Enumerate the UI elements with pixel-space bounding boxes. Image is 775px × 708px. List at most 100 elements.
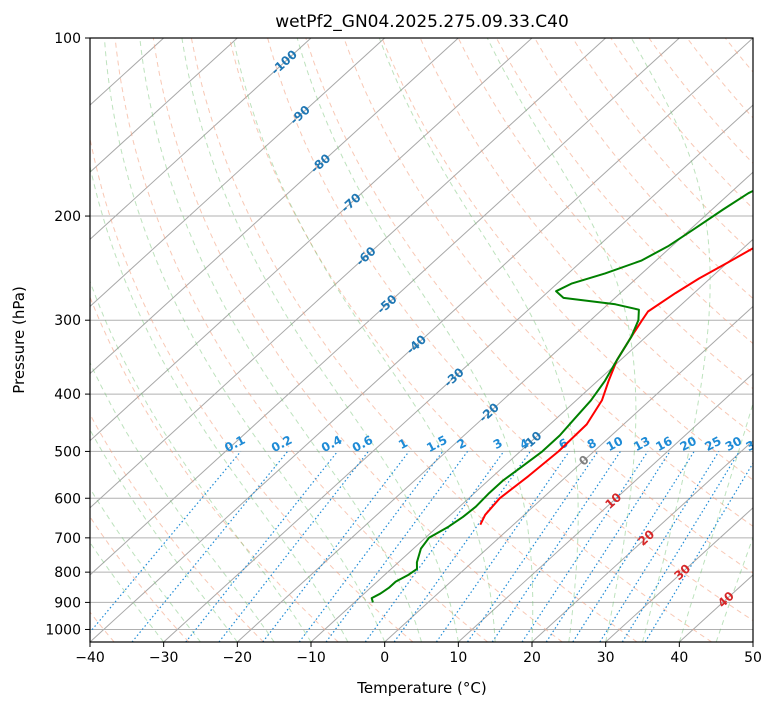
mixing-ratio-line [644, 462, 753, 642]
isobar-lines [90, 38, 753, 630]
dry-adiabat-line [90, 413, 264, 642]
isotherm-line [752, 641, 753, 642]
isotherm-line [236, 171, 753, 642]
mixing-ratio-label: 16 [653, 434, 674, 454]
mixing-ratio-lines [90, 451, 753, 642]
mixing-ratio-line [325, 451, 469, 642]
isotherm-line [163, 104, 753, 642]
dry-adiabat-line [686, 38, 753, 119]
isotherm-line [90, 38, 238, 173]
temperature-line [479, 247, 753, 526]
profile-series [370, 189, 753, 603]
mixing-ratio-line [435, 451, 570, 642]
x-tick-label: 10 [449, 650, 467, 666]
y-tick-label: 900 [54, 595, 81, 611]
moist-adiabat-line [103, 38, 386, 642]
mixing-ratio-line [545, 451, 671, 642]
mixing-ratio-line [393, 451, 531, 642]
isotherm-line [90, 38, 533, 442]
mixing-ratio-line [467, 451, 599, 642]
x-axis-label: Temperature (°C) [356, 679, 486, 697]
mixing-ratio-label: 36 [744, 434, 765, 454]
dry-adiabat-line [90, 135, 414, 642]
mixing-ratio-line [364, 451, 505, 642]
mixing-ratio-label: 8 [585, 436, 599, 452]
dry-adiabat-lines [90, 38, 753, 642]
y-tick-label: 500 [54, 444, 81, 460]
mixing-ratio-line [90, 451, 242, 634]
isotherm-lines [90, 38, 753, 642]
dry-adiabat-line [610, 38, 753, 210]
moist-adiabat-line [486, 38, 637, 642]
dry-adiabat-line [90, 295, 339, 642]
isotherm-line [90, 38, 753, 642]
dry-adiabat-line [229, 38, 712, 642]
moist-adiabat-line [678, 401, 753, 642]
dry-adiabat-line [343, 38, 753, 527]
moist-adiabat-line [90, 361, 275, 642]
mixing-ratio-label: 13 [631, 434, 652, 454]
moist-adiabat-line [90, 428, 238, 642]
isotherm-line [90, 38, 680, 576]
y-tick-label: 1000 [45, 622, 81, 638]
isotherm-line [457, 372, 753, 642]
mixing-ratio-line [572, 451, 695, 642]
x-tick-label: −30 [149, 650, 179, 666]
x-tick-label: 50 [744, 650, 762, 666]
dry-adiabat-line [267, 38, 753, 622]
x-axis: −40 −30 −20 −10 0 10 20 30 40 50 [75, 642, 762, 666]
moist-adiabat-line [232, 38, 496, 642]
isotherm-line [90, 38, 459, 375]
mixing-ratio-line [491, 451, 621, 642]
x-tick-label: −20 [223, 650, 253, 666]
y-tick-label: 800 [54, 565, 81, 581]
isotherm-line [605, 507, 753, 642]
x-tick-label: 0 [380, 650, 389, 666]
mixing-ratio-label: 20 [678, 434, 699, 454]
dry-adiabat-line [152, 38, 563, 642]
chart-title: wetPf2_GN04.2025.275.09.33.C40 [275, 12, 569, 32]
plot-area: -100-90-80-70-60-50-40-30-20-10010203040… [90, 38, 765, 642]
mixing-ratio-label: 3 [491, 436, 505, 452]
mixing-ratio-label: 10 [604, 434, 625, 454]
mixing-ratio-line [185, 451, 339, 642]
y-tick-label: 300 [54, 313, 81, 329]
dry-adiabat-line [457, 38, 753, 390]
mixing-ratio-label: 1 [396, 436, 410, 452]
dry-adiabat-line [114, 38, 488, 642]
isotherm-line [90, 38, 312, 241]
mixing-ratio-label: 6 [556, 436, 570, 452]
y-tick-label: 200 [54, 209, 81, 225]
dry-adiabat-line [648, 38, 753, 164]
isotherm-line [310, 238, 753, 642]
x-tick-label: 30 [597, 650, 615, 666]
moist-adiabat-line [378, 38, 579, 642]
isotherm-line [90, 38, 386, 308]
moist-adiabat-line [90, 280, 312, 642]
moist-adiabat-line [90, 487, 201, 642]
dry-adiabat-line [724, 38, 753, 73]
dry-adiabat-line [190, 38, 638, 642]
moist-adiabat-line [715, 536, 753, 642]
isotherm-line [384, 305, 753, 642]
mixing-ratio-line [262, 451, 410, 642]
dry-adiabat-line [305, 38, 753, 574]
mixing-ratio-line [621, 451, 740, 642]
x-tick-label: −40 [75, 650, 105, 666]
x-tick-label: 20 [523, 650, 541, 666]
mixing-ratio-label: 25 [702, 434, 723, 454]
dry-adiabat-line [534, 38, 753, 300]
moist-adiabat-line [181, 38, 459, 642]
mixing-ratio-labels: 0.1 0.2 0.4 0.6 1 1.5 2 3 4 6 8 10 13 16 20 25 30 36 [222, 433, 765, 455]
moist-adiabat-line [139, 38, 422, 642]
dry-adiabat-line [90, 516, 190, 642]
y-tick-label: 400 [54, 387, 81, 403]
y-axis-label: Pressure (hPa) [10, 286, 28, 394]
dry-adiabat-line [572, 38, 753, 255]
x-tick-label: 40 [670, 650, 688, 666]
y-tick-label: 700 [54, 531, 81, 547]
y-tick-label: 100 [54, 31, 81, 47]
y-axis: 100 200 300 400 500 600 700 800 900 1000 [45, 31, 90, 638]
mixing-ratio-line [599, 451, 720, 642]
